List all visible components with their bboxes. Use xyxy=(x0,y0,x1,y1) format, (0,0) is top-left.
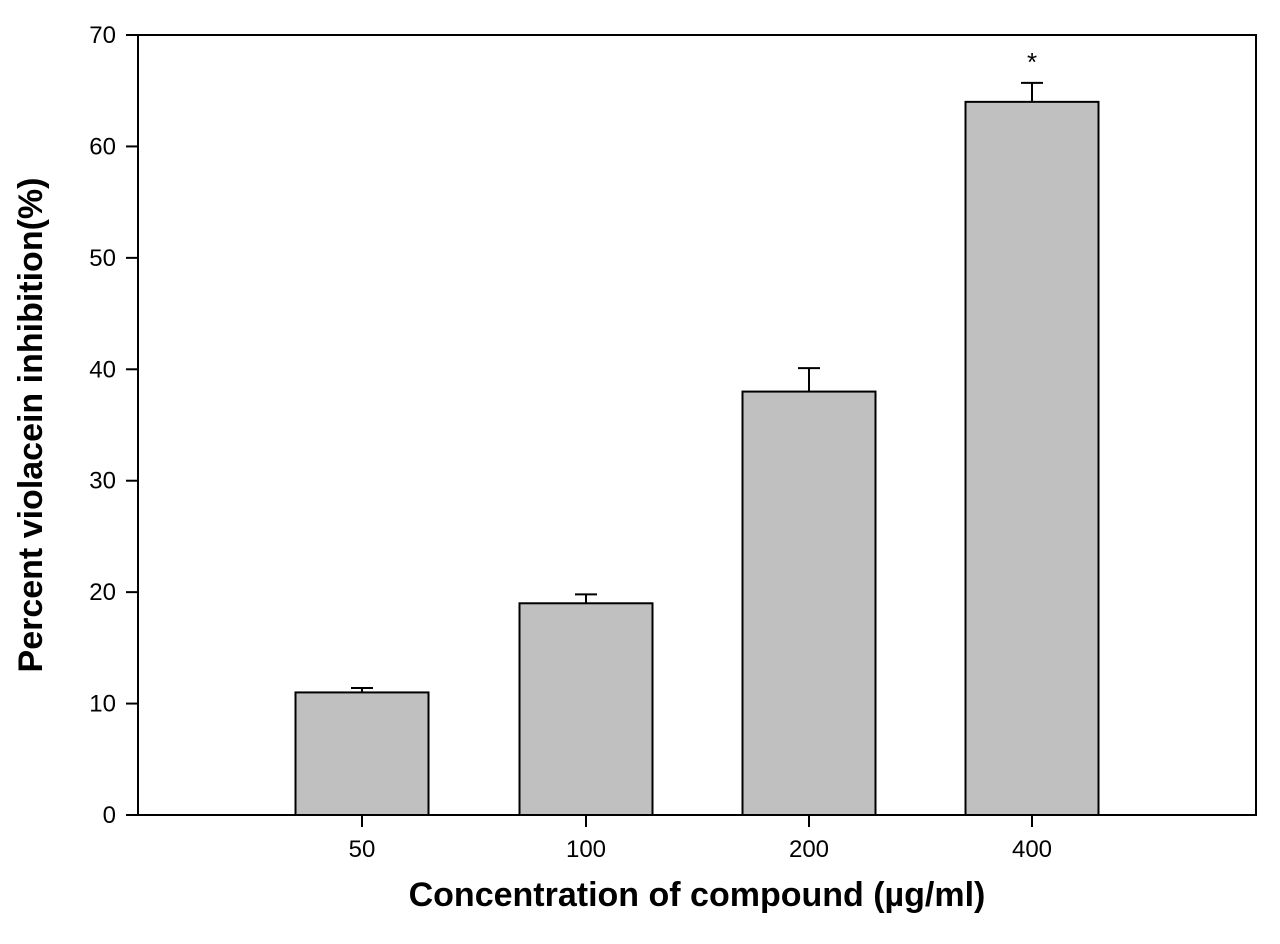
bar xyxy=(741,390,877,816)
y-tick-label: 30 xyxy=(89,468,116,495)
y-tick-label: 0 xyxy=(103,802,116,829)
x-tick-label: 100 xyxy=(566,836,606,863)
bar xyxy=(518,602,654,816)
significance-marker: * xyxy=(1027,47,1037,77)
x-tick-label: 200 xyxy=(789,836,829,863)
x-tick-label: 50 xyxy=(349,836,376,863)
plot-frame xyxy=(137,34,1257,816)
bars-group: * xyxy=(294,47,1100,817)
y-tick-label: 60 xyxy=(89,133,116,160)
y-tick-label: 50 xyxy=(89,245,116,272)
x-axis: 50 100 200 400 xyxy=(349,815,1052,863)
x-tick-label: 400 xyxy=(1012,836,1052,863)
bar xyxy=(294,691,430,817)
x-axis-title: Concentration of compound (µg/ml) xyxy=(409,876,986,914)
y-tick-label: 10 xyxy=(89,691,116,718)
y-tick-label: 20 xyxy=(89,579,116,606)
bar xyxy=(964,100,1100,817)
y-tick-label: 40 xyxy=(89,356,116,383)
y-axis: 0 10 20 30 40 50 60 70 xyxy=(89,22,138,829)
y-tick-label: 70 xyxy=(89,22,116,49)
y-axis-title: Percent violacein inhibition(%) xyxy=(12,178,50,673)
